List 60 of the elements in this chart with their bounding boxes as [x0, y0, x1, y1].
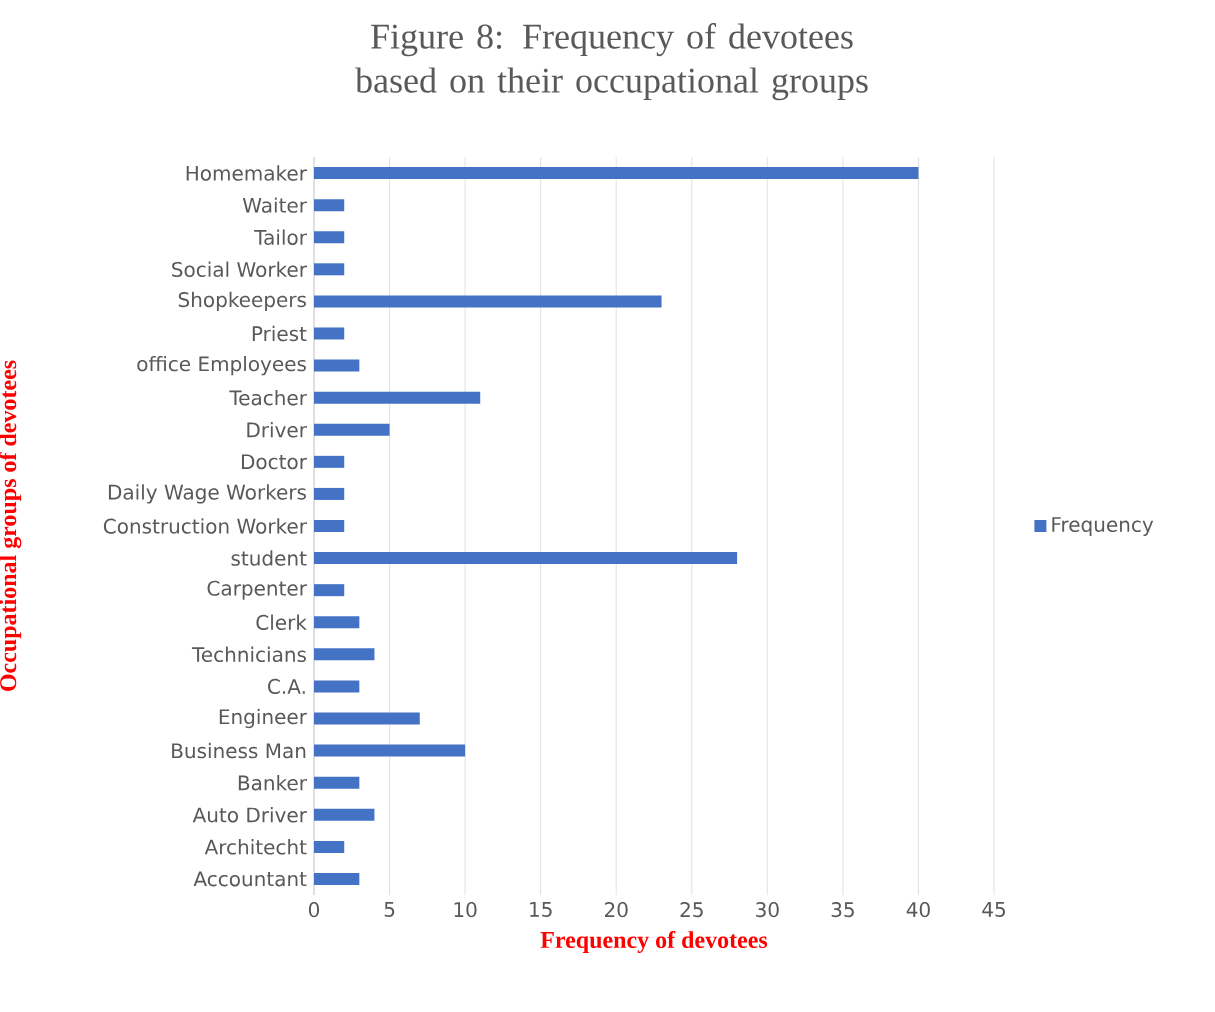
y-tick-label: Business Man: [172, 742, 306, 759]
x-axis-title: Frequency of devotees: [540, 930, 768, 954]
y-tick-label: Driver: [247, 421, 307, 438]
y-tick-label: Priest: [252, 325, 307, 342]
y-tick-label: Architecht: [204, 839, 307, 855]
y-tick-label: student: [231, 550, 307, 566]
bar: [314, 872, 360, 885]
bar: [314, 231, 345, 244]
legend-label: Frequency: [1052, 517, 1154, 536]
x-tick-label: 0: [308, 902, 320, 918]
bar: [314, 584, 345, 597]
y-tick-label: Shopkeepers: [178, 291, 306, 312]
y-tick-label: Technicians: [191, 646, 306, 663]
bar: [314, 423, 390, 436]
x-tick-label: 45: [982, 902, 1005, 917]
x-tick-label: 20: [604, 902, 628, 918]
y-tick-label: Accountant: [193, 871, 307, 887]
bar: [314, 808, 375, 821]
x-tick-label: 35: [831, 902, 854, 918]
bar: [314, 487, 345, 500]
y-tick-label: Doctor: [241, 454, 307, 470]
x-tick-label: 10: [454, 902, 477, 918]
bar: [314, 712, 420, 725]
y-tick-label: Tailor: [254, 229, 307, 245]
y-tick-label: Engineer: [219, 708, 307, 729]
y-tick-label: Carpenter: [207, 580, 307, 600]
y-tick-label: Waiter: [242, 197, 307, 213]
bar: [314, 199, 345, 212]
bar: [314, 263, 345, 276]
bar: [314, 391, 481, 404]
bar: [314, 648, 375, 661]
y-tick-label: C.A.: [268, 678, 305, 694]
x-tick-label: 30: [756, 902, 779, 918]
bar: [314, 520, 345, 532]
y-tick-label: Daily Wage Workers: [108, 484, 306, 504]
bar: [314, 359, 360, 372]
bar: [314, 680, 360, 693]
bar: [314, 776, 360, 789]
y-tick-label: office Employees: [137, 355, 306, 376]
bar: [314, 327, 345, 340]
x-tick-label: 25: [680, 902, 703, 918]
chart-title: Figure 8: Frequency of devotees based on their occupational groups: [355, 23, 868, 101]
y-tick-label: Clerk: [256, 614, 307, 630]
y-tick-label: Homemaker: [186, 165, 307, 181]
y-tick-label: Construction Worker: [103, 518, 307, 534]
bar: [314, 167, 919, 180]
x-tick-label: 5: [384, 902, 395, 917]
y-tick-label: Auto Driver: [192, 807, 307, 823]
y-tick-label: Teacher: [229, 389, 307, 406]
bar: [314, 744, 466, 757]
y-tick-label: Banker: [238, 774, 307, 791]
x-tick-label: 40: [906, 902, 930, 918]
y-tick-label: Social Worker: [172, 261, 307, 278]
bar: [314, 455, 345, 468]
bar: [314, 295, 662, 308]
x-tick-label: 15: [530, 902, 552, 917]
y-axis-title: Occupational groups of devotees: [0, 360, 22, 691]
bar: [314, 840, 345, 853]
bar: [314, 552, 738, 565]
bar: [314, 616, 360, 629]
